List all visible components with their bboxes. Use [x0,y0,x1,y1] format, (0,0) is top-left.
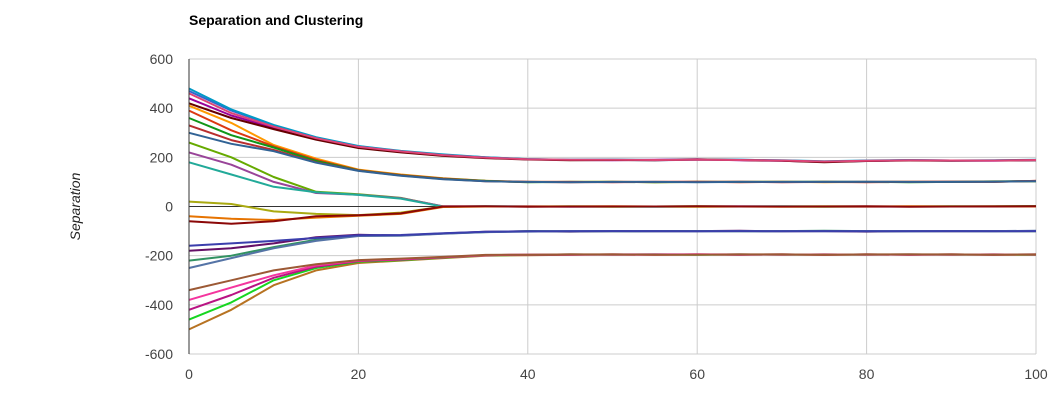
y-tick-label: 0 [165,199,173,215]
series-line [188,200,1036,217]
x-tick-label: 20 [351,366,367,382]
series-line [188,230,1037,247]
x-tick-label: 60 [689,366,705,382]
y-tick-label: -200 [145,248,173,264]
series-line [188,90,1037,163]
series-line [188,117,1037,184]
y-axis-title: Separation [67,172,83,240]
chart-title: Separation and Clustering [189,12,364,28]
series-lines [188,87,1037,331]
series-line [188,205,1037,225]
series-line [188,92,1037,163]
x-tick-label: 80 [859,366,875,382]
y-tick-label: -400 [145,297,173,313]
series-line [188,124,1037,184]
series-line [188,253,1037,311]
series-line [188,141,1037,208]
x-tick-label: 100 [1024,366,1048,382]
series-line [188,253,1037,292]
series-line [188,109,1037,184]
series-line [188,161,1037,208]
y-tick-label: -600 [145,346,173,362]
y-tick-label: 400 [150,100,174,116]
y-tick-label: 200 [150,149,174,165]
tick-labels: 600 400 200 0 -200 -400 -600 0 20 40 60 80 100 [145,51,1048,382]
series-line [188,131,1037,184]
series-line [188,104,1037,184]
x-tick-label: 40 [520,366,536,382]
series-line [188,253,1037,301]
x-tick-label: 0 [185,366,193,382]
series-line [188,87,1037,163]
series-line [188,102,1037,164]
y-tick-label: 600 [150,51,174,67]
